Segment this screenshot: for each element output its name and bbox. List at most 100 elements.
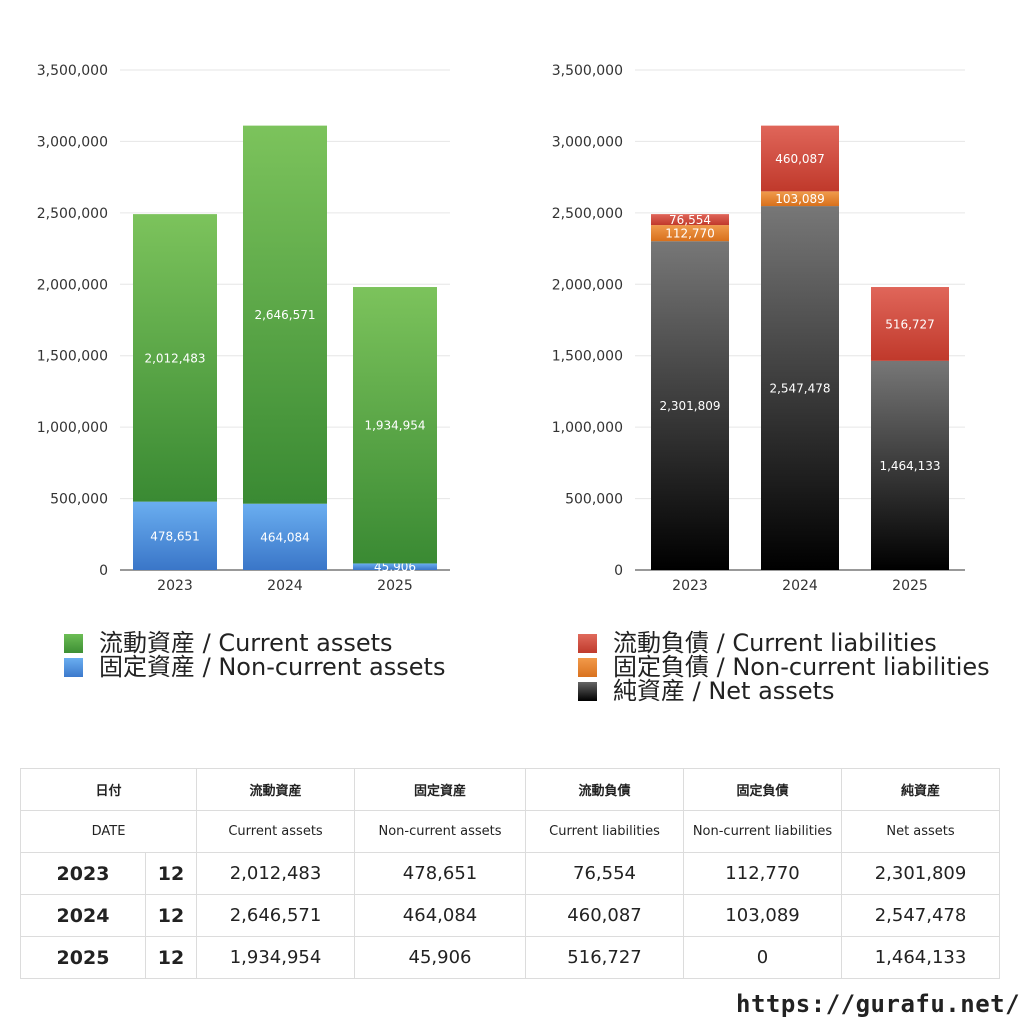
y-tick-label: 1,000,000 bbox=[37, 420, 108, 436]
bar-data-label: 2,547,478 bbox=[769, 382, 830, 396]
table-row: 2024 12 2,646,571 464,084 460,087 103,08… bbox=[20, 894, 1001, 937]
th-date-jp: 日付 bbox=[19, 768, 198, 811]
x-tick-label: 2024 bbox=[267, 578, 303, 594]
cell-current-liabilities: 460,087 bbox=[525, 894, 685, 937]
legend-item-current-assets: 流動資産 / Current assets bbox=[64, 631, 445, 655]
assets-chart: 0 500,000 1,000,000 1,500,000 2,000,000 2,500… bbox=[37, 63, 450, 594]
bar-segment-net-assets bbox=[651, 241, 729, 570]
table-header-en: DATE Current assets Non-current assets C… bbox=[19, 810, 1001, 853]
bar-segment-non-current-liabilities bbox=[651, 225, 729, 242]
x-tick-label: 2025 bbox=[892, 578, 928, 594]
th-non-current-liabilities-jp: 固定負債 bbox=[683, 768, 843, 811]
legend-swatch-net-assets bbox=[578, 681, 597, 701]
assets-legend: 流動資産 / Current assets 固定資産 / Non-current… bbox=[64, 631, 445, 679]
legend-label: 流動負債 / Current liabilities bbox=[613, 629, 937, 657]
y-tick-label: 3,000,000 bbox=[37, 134, 108, 150]
legend-item-non-current-liabilities: 固定負債 / Non-current liabilities bbox=[578, 655, 990, 679]
cell-non-current-liabilities: 103,089 bbox=[683, 894, 843, 937]
y-tick-label: 500,000 bbox=[565, 492, 623, 508]
th-net-assets-en: Net assets bbox=[841, 810, 1001, 853]
y-tick-label: 500,000 bbox=[50, 492, 108, 508]
y-tick-label: 3,000,000 bbox=[552, 134, 623, 150]
cell-current-liabilities: 76,554 bbox=[525, 852, 685, 895]
y-tick-label: 3,500,000 bbox=[552, 63, 623, 79]
th-current-liabilities-jp: 流動負債 bbox=[525, 768, 685, 811]
liabilities-legend: 流動負債 / Current liabilities 固定負債 / Non-cu… bbox=[578, 631, 990, 703]
th-non-current-liabilities-en: Non-current liabilities bbox=[683, 810, 843, 853]
legend-label: 純資産 / Net assets bbox=[613, 677, 835, 705]
bar-segment-net-assets bbox=[871, 360, 949, 570]
legend-swatch-non-current-assets bbox=[64, 657, 83, 677]
th-current-assets-jp: 流動資産 bbox=[196, 768, 356, 811]
bar-segment-current-liabilities bbox=[761, 125, 839, 192]
bar-data-label: 516,727 bbox=[885, 317, 935, 331]
legend-item-non-current-assets: 固定資産 / Non-current assets bbox=[64, 655, 445, 679]
y-tick-label: 1,000,000 bbox=[552, 420, 623, 436]
y-tick-label: 1,500,000 bbox=[552, 349, 623, 365]
table-header-jp: 日付 流動資産 固定資産 流動負債 固定負債 純資産 bbox=[19, 768, 1001, 811]
legend-swatch-current-assets bbox=[64, 633, 83, 653]
cell-non-current-assets: 464,084 bbox=[354, 894, 527, 937]
cell-net-assets: 1,464,133 bbox=[841, 936, 1001, 979]
legend-item-current-liabilities: 流動負債 / Current liabilities bbox=[578, 631, 990, 655]
th-date-en: DATE bbox=[19, 810, 198, 853]
cell-non-current-liabilities: 0 bbox=[683, 936, 843, 979]
y-tick-label: 0 bbox=[614, 563, 623, 579]
cell-non-current-assets: 45,906 bbox=[354, 936, 527, 979]
th-non-current-assets-jp: 固定資産 bbox=[354, 768, 527, 811]
cell-year: 2025 bbox=[20, 936, 146, 979]
cell-non-current-liabilities: 112,770 bbox=[683, 852, 843, 895]
bar-segment-current-assets bbox=[243, 125, 327, 504]
cell-current-assets: 2,012,483 bbox=[196, 852, 356, 895]
cell-current-assets: 2,646,571 bbox=[196, 894, 356, 937]
bar-data-label: 464,084 bbox=[260, 530, 310, 544]
x-tick-label: 2024 bbox=[782, 578, 818, 594]
bar-data-label: 2,301,809 bbox=[659, 399, 720, 413]
legend-label: 流動資産 / Current assets bbox=[99, 629, 393, 657]
table-row: 2025 12 1,934,954 45,906 516,727 0 1,464… bbox=[20, 936, 1001, 979]
legend-item-net-assets: 純資産 / Net assets bbox=[578, 679, 990, 703]
y-tick-label: 3,500,000 bbox=[37, 63, 108, 79]
bar-data-label: 103,089 bbox=[775, 192, 825, 206]
cell-month: 12 bbox=[144, 852, 198, 895]
bar-data-label: 112,770 bbox=[665, 227, 715, 241]
bar-segment-non-current-assets bbox=[353, 563, 437, 570]
legend-swatch-current-liabilities bbox=[578, 633, 597, 653]
th-non-current-assets-en: Non-current assets bbox=[354, 810, 527, 853]
bar-segment-current-liabilities bbox=[871, 287, 949, 361]
bar-segment-current-liabilities bbox=[651, 214, 729, 226]
legend-label: 固定資産 / Non-current assets bbox=[99, 653, 446, 681]
x-tick-label: 2025 bbox=[377, 578, 413, 594]
bar-data-label: 45,906 bbox=[374, 560, 416, 574]
bar-data-label: 76,554 bbox=[669, 213, 711, 227]
bar-segment-current-assets bbox=[133, 214, 217, 502]
y-tick-label: 1,500,000 bbox=[37, 349, 108, 365]
cell-year: 2023 bbox=[20, 852, 146, 895]
bar-segment-non-current-assets bbox=[133, 501, 217, 570]
cell-month: 12 bbox=[144, 894, 198, 937]
cell-net-assets: 2,301,809 bbox=[841, 852, 1001, 895]
th-current-assets-en: Current assets bbox=[196, 810, 356, 853]
legend-label: 固定負債 / Non-current liabilities bbox=[613, 653, 990, 681]
cell-net-assets: 2,547,478 bbox=[841, 894, 1001, 937]
bar-data-label: 1,934,954 bbox=[364, 419, 425, 433]
financial-table: 日付 流動資産 固定資産 流動負債 固定負債 純資産 DATE Current … bbox=[19, 768, 1001, 979]
y-tick-label: 2,500,000 bbox=[37, 206, 108, 222]
liabilities-chart: 0 500,000 1,000,000 1,500,000 2,000,000 2,500… bbox=[552, 63, 965, 594]
bar-segment-net-assets bbox=[761, 206, 839, 570]
bar-data-label: 2,646,571 bbox=[254, 308, 315, 322]
bar-segment-non-current-liabilities bbox=[761, 191, 839, 207]
th-net-assets-jp: 純資産 bbox=[841, 768, 1001, 811]
bar-data-label: 478,651 bbox=[150, 529, 200, 543]
legend-swatch-non-current-liabilities bbox=[578, 657, 597, 677]
bar-segment-non-current-assets bbox=[243, 503, 327, 570]
cell-non-current-assets: 478,651 bbox=[354, 852, 527, 895]
footer-url[interactable]: https://gurafu.net/ bbox=[736, 990, 1021, 1018]
y-tick-label: 2,000,000 bbox=[552, 277, 623, 293]
bar-segment-current-assets bbox=[353, 287, 437, 564]
bar-data-label: 1,464,133 bbox=[879, 459, 940, 473]
table-row: 2023 12 2,012,483 478,651 76,554 112,770… bbox=[20, 852, 1001, 895]
cell-current-liabilities: 516,727 bbox=[525, 936, 685, 979]
y-tick-label: 0 bbox=[99, 563, 108, 579]
x-tick-label: 2023 bbox=[672, 578, 708, 594]
